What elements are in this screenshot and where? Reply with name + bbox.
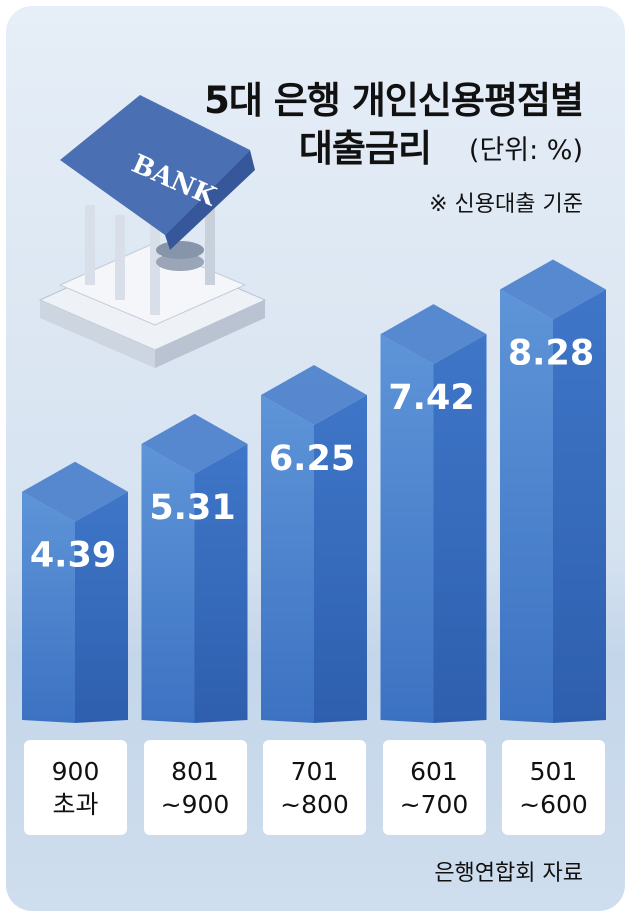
bar-top [22,461,128,522]
bar [500,259,606,723]
bar-right [75,491,128,723]
value-label: 6.25 [269,439,355,479]
bar-right [433,334,487,723]
category-label: 601 ~700 [382,740,486,835]
bar-right [194,443,248,723]
bar-left [500,289,553,723]
category-label: 900 초과 [24,740,127,835]
value-label: 5.31 [149,488,235,528]
source: 은행연합회 자료 [434,861,583,886]
bar-right [553,289,606,723]
title-line: 대출금리 [298,127,432,170]
unit: (단위: %) [468,135,583,166]
category-label: 501 ~600 [502,740,605,835]
bar-left [141,443,195,723]
bar-top [261,365,367,425]
bar [261,365,367,723]
value-label: 4.39 [30,536,116,576]
bar [380,304,487,723]
bar-top [380,304,487,365]
bank-icon: BANK [38,95,267,368]
bar [141,413,248,723]
bar-top [500,259,606,320]
category-label: 801 ~900 [143,740,247,835]
category-label: 701 ~800 [263,740,366,835]
bar [22,461,128,723]
note: ※ 신용대출 기준 [429,192,583,217]
bar-right [314,395,367,723]
bar-left [380,334,434,723]
value-label: 8.28 [508,333,594,373]
bar-left [261,395,314,723]
bar-top [141,413,248,474]
title-line: 5대 은행 개인신용평점별 [204,79,584,122]
value-label: 7.42 [388,378,474,418]
bar-left [22,491,75,723]
